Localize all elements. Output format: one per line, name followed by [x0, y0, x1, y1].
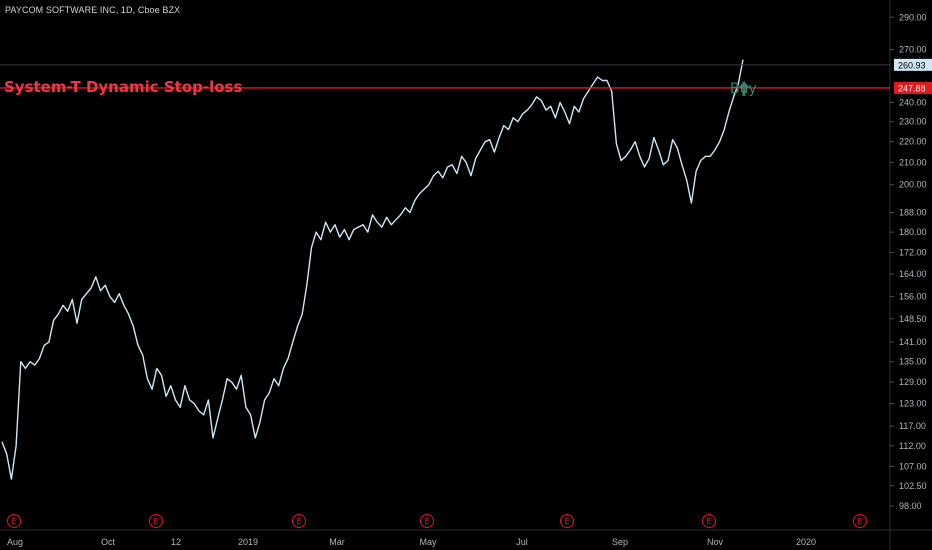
- x-tick-label: 2020: [796, 537, 816, 547]
- stop-loss-value: 247.88: [898, 83, 926, 93]
- y-tick-label: 117.00: [899, 421, 926, 431]
- earnings-marker: [853, 514, 867, 528]
- strategy-label: System-T Dynamic Stop-loss: [4, 78, 243, 96]
- y-tick-label: 135.00: [899, 357, 927, 367]
- earnings-marker-label: E: [11, 517, 16, 526]
- y-tick-label: 180.00: [899, 227, 927, 237]
- y-tick-label: 200.00: [899, 180, 927, 190]
- x-tick-label: Nov: [707, 537, 724, 547]
- chart-title: PAYCOM SOFTWARE INC, 1D, Cboe BZX: [5, 5, 181, 15]
- series-layer: [1, 59, 744, 480]
- x-tick-label: Oct: [101, 537, 116, 547]
- earnings-marker: [7, 514, 21, 528]
- y-tick-label: 164.00: [899, 269, 927, 279]
- stop-loss-badge: [894, 81, 932, 94]
- last-price-value: 260.93: [898, 60, 926, 70]
- earnings-marker-label: E: [424, 517, 429, 526]
- overlay-layer: 260.93 247.88 E E E E E E E: [0, 58, 932, 528]
- y-tick-label: 230.00: [899, 117, 927, 127]
- y-tick-label: 102.50: [899, 481, 927, 491]
- x-tick-label: 12: [171, 537, 181, 547]
- x-tick-label: May: [419, 537, 437, 547]
- earnings-marker-label: E: [153, 517, 158, 526]
- y-tick-label: 156.00: [899, 292, 927, 302]
- price-line: [1, 59, 744, 480]
- earnings-marker-label: E: [564, 517, 569, 526]
- earnings-marker-label: E: [857, 517, 862, 526]
- x-tick-label: Mar: [329, 537, 345, 547]
- buy-arrow-icon: [738, 80, 750, 88]
- y-tick-label: 210.00: [899, 158, 927, 168]
- earnings-marker: [149, 514, 163, 528]
- y-tick-label: 129.00: [899, 377, 927, 387]
- x-tick-label: Sep: [612, 537, 628, 547]
- y-tick-label: 220.00: [899, 137, 927, 147]
- y-tick-label: 98.00: [899, 501, 922, 511]
- y-tick-label: 123.00: [899, 399, 927, 409]
- x-tick-label: Aug: [7, 537, 23, 547]
- earnings-marker-label: E: [706, 517, 711, 526]
- y-tick-label: 148.50: [899, 314, 927, 324]
- buy-arrow-stem: [742, 87, 746, 96]
- earnings-marker: [292, 514, 306, 528]
- y-tick-label: 188.00: [899, 208, 927, 218]
- earnings-marker: [702, 514, 716, 528]
- earnings-marker: [560, 514, 574, 528]
- y-tick-label: 270.00: [899, 44, 927, 54]
- buy-signal-label: Buy: [730, 81, 757, 97]
- last-price-badge: [894, 58, 932, 71]
- y-tick-label: 107.00: [899, 461, 927, 471]
- x-tick-label: 2019: [238, 537, 258, 547]
- earnings-marker-label: E: [296, 517, 301, 526]
- y-tick-label: 290.00: [899, 12, 927, 22]
- earnings-marker: [420, 514, 434, 528]
- y-tick-label: 141.00: [899, 337, 927, 347]
- y-tick-label: 112.00: [899, 441, 926, 451]
- x-tick-label: Jul: [516, 537, 528, 547]
- y-tick-label: 240.00: [899, 98, 927, 108]
- y-tick-label: 172.00: [899, 248, 927, 258]
